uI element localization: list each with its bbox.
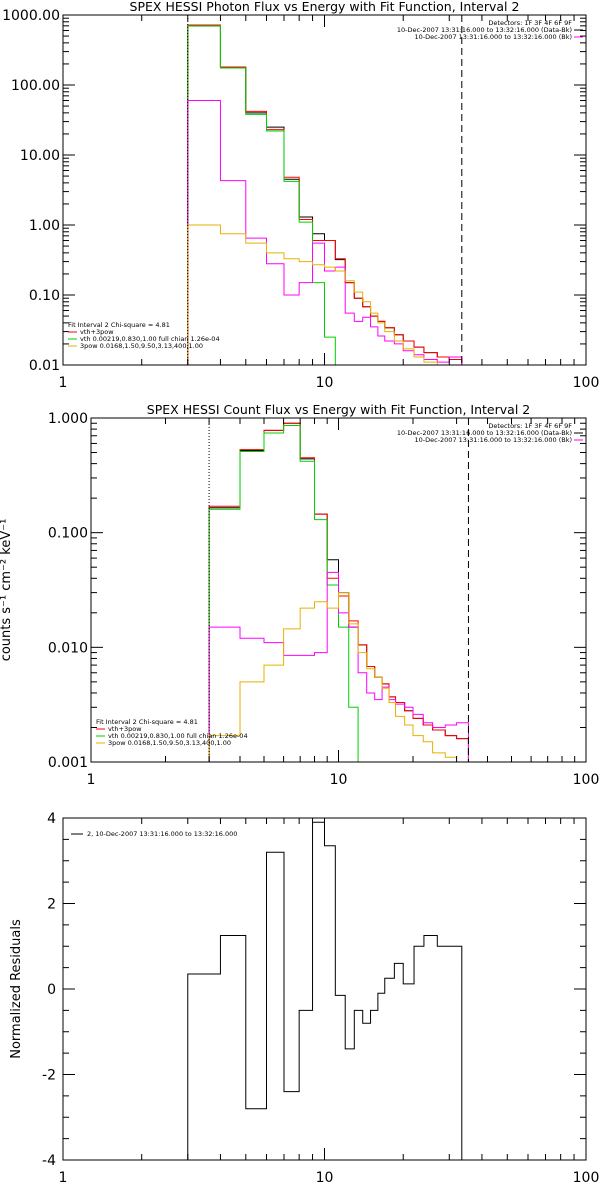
x-tick-label: 10	[330, 772, 348, 788]
fit-info-text: vth+3pow	[108, 725, 142, 733]
series-line-5	[208, 592, 458, 762]
y-tick-label: 1000.00	[2, 8, 60, 24]
series-line-2	[208, 422, 469, 762]
fit-info-text: Fit Interval 2 Chi-square = 4.81	[68, 321, 170, 329]
x-tick-label: 1	[59, 375, 68, 391]
y-tick-label: 2	[47, 897, 56, 913]
series-group	[208, 422, 469, 762]
x-tick-label: 100	[573, 375, 600, 391]
y-tick-label: 0.01	[29, 358, 60, 374]
y-tick-label: 100.00	[11, 78, 60, 94]
x-tick-label: 100	[573, 772, 600, 788]
fit-info-text: vth+3pow	[80, 328, 114, 336]
x-tick-label: 10	[316, 375, 334, 391]
chart-title: SPEX HESSI Count Flux vs Energy with Fit…	[147, 402, 530, 417]
plot-frame	[62, 817, 587, 1161]
info-right-text: 10-Dec-2007 13:31:16.000 to 13:32:16.000…	[397, 429, 572, 437]
x-tick-label: 1	[87, 772, 96, 788]
y-tick-label: 0.10	[29, 288, 60, 304]
chart-panel-2: SPEX HESSI Count Flux vs Energy with Fit…	[0, 402, 600, 788]
series-group	[187, 24, 463, 365]
fit-info-text: Fit Interval 2 Chi-square = 4.81	[96, 718, 198, 726]
chart-panel-3: 1 10 100 -4 -2 0 2 4 Normalized Residuals 2, 10-D…	[9, 811, 600, 1186]
info-right-text: 10-Dec-2007 13:31:16.000 to 13:32:16.000…	[397, 26, 572, 34]
info-right-text: Detectors: 1F 3F 4F 6F 9F	[488, 19, 572, 27]
series-group	[187, 821, 463, 1160]
y-tick-label: 0.001	[48, 755, 88, 771]
series-line-5	[187, 224, 438, 365]
info-right-text: 10-Dec-2007 13:31:16.000 to 13:32:16.000…	[415, 33, 573, 41]
series-line-4	[187, 100, 463, 365]
y-tick-label: 1.00	[29, 218, 60, 234]
fit-info-text: vth 0.00219,0.830,1.00 full chian 1.26e-…	[108, 732, 248, 740]
series-line-1	[187, 821, 463, 1160]
series-line-3	[187, 25, 336, 365]
info-right-text: 10-Dec-2007 13:31:16.000 to 13:32:16.000…	[415, 436, 573, 444]
series-line-3	[208, 425, 359, 762]
y-tick-label: 0.100	[48, 526, 88, 542]
y-tick-label: 1.000	[48, 411, 88, 427]
x-tick-label: 1	[59, 1170, 68, 1186]
x-tick-label: 100	[573, 1170, 600, 1186]
fit-info-text: vth 0.00219,0.830,1.00 full chian 1.26e-…	[80, 335, 220, 343]
legend-text: 2, 10-Dec-2007 13:31:16.000 to 13:32:16.…	[87, 830, 237, 838]
y-tick-label: 4	[47, 811, 56, 827]
y-axis-label: counts s⁻¹ cm⁻² keV⁻¹	[0, 519, 14, 662]
fit-info-text: 3pow 0.0168,1.50,9.50,3.13,400,1.00	[108, 739, 231, 747]
y-axis-label: Normalized Residuals	[9, 919, 24, 1059]
y-tick-label: -2	[42, 1068, 56, 1084]
chart-panel-1: SPEX HESSI Photon Flux vs Energy with Fi…	[2, 0, 600, 391]
y-tick-label: 0	[47, 982, 56, 998]
y-tick-label: 0.010	[48, 640, 88, 656]
fit-info-text: 3pow 0.0168,1.50,9.50,3.13,400,1.00	[80, 342, 203, 350]
y-tick-label: -4	[42, 1153, 56, 1169]
y-tick-label: 10.00	[20, 148, 60, 164]
chart-title: SPEX HESSI Photon Flux vs Energy with Fi…	[130, 0, 520, 14]
info-right-text: Detectors: 1F 3F 4F 6F 9F	[488, 422, 572, 430]
x-tick-label: 10	[316, 1170, 334, 1186]
